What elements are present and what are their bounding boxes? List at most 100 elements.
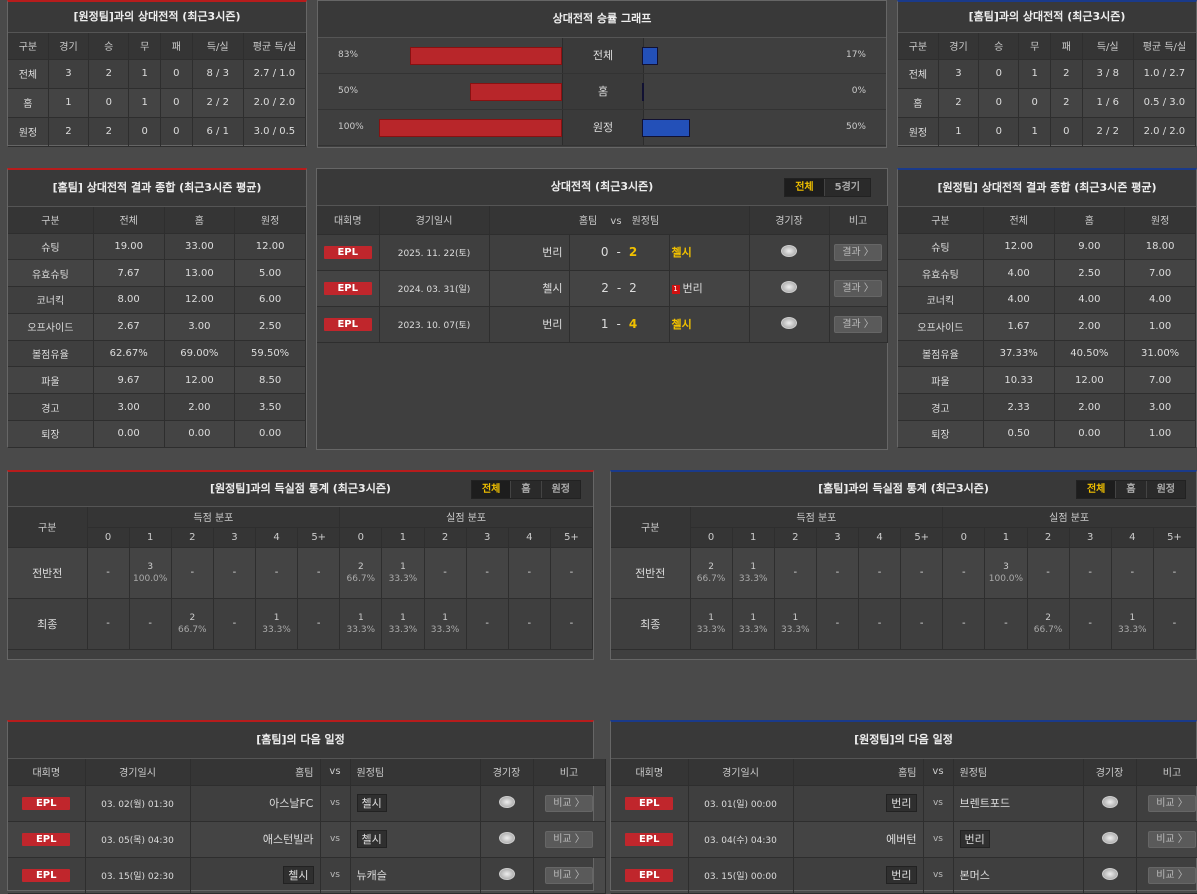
- row-label: 코너킥: [898, 286, 984, 314]
- venue-cell: [749, 306, 830, 343]
- table-cell: 12.00: [983, 233, 1055, 261]
- column-header: 비고: [1136, 759, 1197, 786]
- table-cell: 2: [1050, 59, 1083, 89]
- goals-vs-away-table: 구분 득점 분포 실점 분포 0 1 2 3 4 5+ 0 1 2 3 4 5+ 전반전 -3 100.0% - - -…: [8, 507, 594, 650]
- result-button[interactable]: 결과 〉: [834, 243, 883, 261]
- graph-row: 83% 전체 17%: [318, 38, 886, 74]
- home-percent: 50%: [338, 86, 359, 96]
- cell-count: -: [274, 566, 279, 578]
- column-header: 경기: [938, 33, 980, 60]
- column-header: 경기일시: [379, 206, 490, 235]
- league-badge: EPL: [625, 796, 674, 810]
- distribution-cell: -: [466, 547, 509, 599]
- compare-button[interactable]: 비교 〉: [545, 866, 593, 884]
- distribution-cell: 3 100.0%: [129, 547, 172, 599]
- cell-count: -: [962, 617, 966, 629]
- distribution-cell: 1 33.3%: [381, 547, 425, 599]
- table-cell: 8.00: [93, 286, 165, 314]
- league-cell: EPL: [8, 821, 86, 858]
- table-cell: 0.50: [983, 420, 1055, 448]
- tab-away[interactable]: 원정: [540, 481, 580, 498]
- note-cell: 비교 〉: [533, 821, 606, 858]
- tab-last-5[interactable]: 5경기: [823, 179, 870, 196]
- match-row: EPL 2025. 11. 22(토) 번리 0-2 첼시 결과 〉: [317, 234, 888, 271]
- cell-percent: 33.3%: [696, 624, 726, 635]
- table-cell: 12.00: [164, 366, 236, 395]
- panel-title: [홈팀]과의 득실점 통계 (최근3시즌) 전체 홈 원정: [611, 472, 1196, 507]
- distribution-cell: -: [297, 547, 341, 599]
- tab-all[interactable]: 전체: [471, 481, 511, 498]
- table-row: 퇴장 0.50 0.00 1.00: [898, 420, 1196, 448]
- league-cell: EPL: [8, 785, 86, 822]
- note-cell: 비교 〉: [533, 785, 606, 822]
- header-row: 대회명 경기일시 홈팀 vs 원정팀 경기장 비고: [317, 206, 888, 235]
- tab-home[interactable]: 홈: [510, 481, 540, 498]
- result-button[interactable]: 결과 〉: [834, 279, 883, 297]
- compare-button[interactable]: 비교 〉: [545, 794, 593, 812]
- compare-button[interactable]: 비교 〉: [1148, 830, 1196, 848]
- distribution-cell: -: [942, 547, 986, 599]
- tab-home[interactable]: 홈: [1115, 481, 1145, 498]
- table-row: 전체 3 0 1 2 3 / 8 1.0 / 2.7: [898, 59, 1197, 89]
- compare-button[interactable]: 비교 〉: [1148, 794, 1196, 812]
- compare-button[interactable]: 비교 〉: [545, 830, 593, 848]
- column-header: 홈팀 vs 원정팀: [489, 206, 750, 235]
- table-cell: 2.7 / 1.0: [243, 59, 307, 89]
- table-cell: 0: [978, 117, 1020, 147]
- goals-vs-home-table: 구분 득점 분포 실점 분포 0 1 2 3 4 5+ 0 1 2 3 4 5+ 전반전 2 66.7% 1 33.3…: [611, 507, 1197, 650]
- stadium-icon: [1101, 867, 1118, 880]
- goal-count-header: 4: [858, 527, 902, 548]
- distribution-cell: -: [466, 598, 509, 650]
- distribution-cell: -: [87, 598, 130, 650]
- schedule-row: EPL 03. 04(수) 04:30 에버턴 vs 번리 비교 〉: [611, 821, 1197, 858]
- cell-percent: 66.7%: [346, 573, 376, 584]
- match-date: 03. 04(수) 04:30: [688, 821, 794, 858]
- row-label: 홈: [898, 88, 939, 118]
- row-label: 유효슈팅: [8, 259, 94, 288]
- home-team-cell: 번리: [793, 857, 924, 894]
- column-header: 패: [160, 33, 193, 60]
- table-cell: 3.0 / 0.5: [243, 117, 307, 147]
- column-header: 대회명: [317, 206, 380, 235]
- row-label: 볼점유율: [8, 340, 94, 368]
- tab-all[interactable]: 전체: [785, 179, 824, 196]
- header-row: 구분 득점 분포 실점 분포: [611, 507, 1196, 548]
- column-header: 원정: [234, 207, 306, 234]
- league-cell: EPL: [317, 306, 380, 343]
- row-label: 경고: [898, 393, 984, 422]
- result-button[interactable]: 결과 〉: [834, 315, 883, 333]
- distribution-cell: -: [900, 598, 944, 650]
- next-away-panel: [원정팀]의 다음 일정 대회명 경기일시 홈팀 vs 원정팀 경기장 비고 EPL 03. 0…: [610, 720, 1197, 894]
- goal-count-header: 4: [255, 527, 299, 548]
- row-label: 전반전: [8, 547, 88, 599]
- table-row: 볼점유율 37.33% 40.50% 31.00%: [898, 340, 1196, 368]
- column-header: 홈: [1054, 207, 1126, 234]
- match-date: 03. 15(일) 02:30: [85, 857, 191, 894]
- table-cell: 2.33: [983, 393, 1055, 422]
- table-cell: 37.33%: [983, 340, 1055, 368]
- table-cell: 2.0 / 2.0: [1133, 117, 1197, 147]
- tab-all[interactable]: 전체: [1076, 481, 1116, 498]
- score-sep: -: [616, 281, 622, 295]
- row-label: 최종: [611, 598, 691, 650]
- note-cell: 비교 〉: [533, 857, 606, 894]
- column-header: 홈팀: [190, 759, 321, 786]
- note-cell: 결과 〉: [829, 306, 888, 343]
- match-date: 03. 02(월) 01:30: [85, 785, 191, 822]
- stadium-icon: [1101, 831, 1118, 844]
- row-header: 구분: [611, 507, 691, 548]
- away-percent: 0%: [851, 86, 866, 96]
- column-header: 평균 득/실: [1133, 33, 1197, 60]
- cell-count: 1: [708, 612, 714, 623]
- goal-count-header: 5+: [550, 527, 594, 548]
- table-row: 파울 10.33 12.00 7.00: [898, 366, 1196, 395]
- home-win-bar: [379, 119, 562, 137]
- distribution-cell: -: [424, 547, 467, 599]
- table-cell: 3.50: [234, 393, 306, 422]
- compare-button[interactable]: 비교 〉: [1148, 866, 1196, 884]
- column-header: 경기: [48, 33, 90, 60]
- distribution-cell: -: [900, 547, 944, 599]
- tab-away[interactable]: 원정: [1145, 481, 1185, 498]
- table-cell: 59.50%: [234, 340, 306, 368]
- column-header: 패: [1050, 33, 1083, 60]
